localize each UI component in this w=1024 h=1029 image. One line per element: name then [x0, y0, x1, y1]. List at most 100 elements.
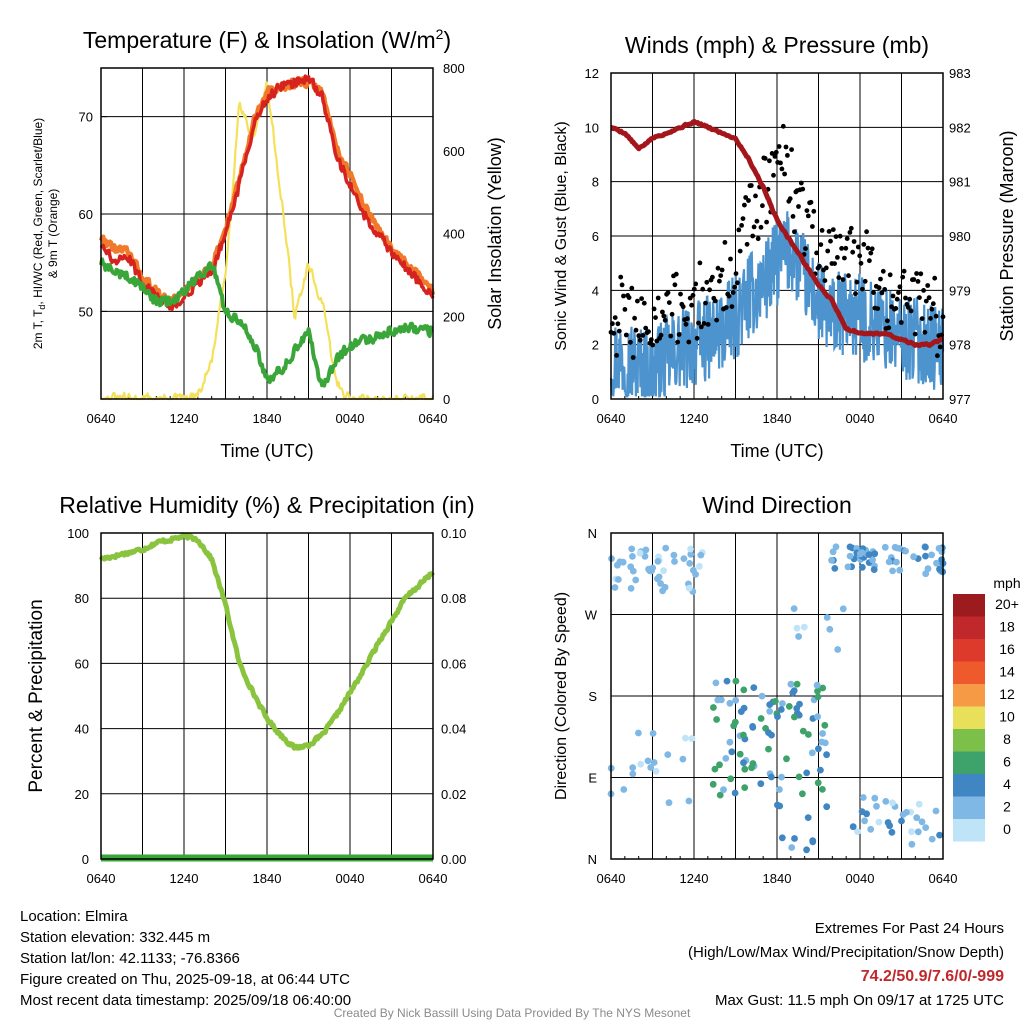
- gust-point: [661, 313, 667, 319]
- colorbar-swatch: [953, 684, 985, 707]
- direction-point: [611, 584, 619, 591]
- direction-point: [740, 731, 747, 739]
- gust-point: [908, 308, 914, 314]
- x-tick-label: 0040: [336, 871, 365, 886]
- gust-point: [621, 293, 626, 299]
- gust-point: [798, 180, 804, 186]
- direction-point: [799, 790, 806, 798]
- y-tick-label: 20: [75, 787, 89, 802]
- gust-point: [818, 242, 824, 248]
- direction-point: [716, 761, 723, 769]
- y2-tick-label: 400: [443, 227, 465, 242]
- direction-point: [664, 751, 672, 758]
- gust-point: [843, 245, 849, 251]
- direction-point: [928, 551, 935, 559]
- y-tick-label: 0: [82, 852, 89, 867]
- direction-point: [670, 551, 678, 559]
- direction-point: [680, 555, 688, 562]
- direction-point: [766, 701, 774, 708]
- gust-point: [703, 300, 708, 306]
- direction-point: [687, 550, 695, 558]
- colorbar-label: 20+: [995, 596, 1019, 612]
- direction-point: [935, 545, 943, 552]
- gust-point: [772, 154, 778, 159]
- gust-point: [710, 274, 715, 280]
- y-axis-label-right: Station Pressure (Maroon): [997, 130, 1017, 341]
- gust-point: [685, 316, 690, 322]
- y-tick-label: 2: [592, 338, 599, 353]
- gust-point: [696, 320, 701, 326]
- direction-point: [685, 797, 693, 805]
- direction-point: [814, 779, 822, 787]
- gust-point: [662, 317, 668, 323]
- gust-point: [823, 265, 829, 271]
- gust-point: [660, 309, 665, 315]
- gust-point: [641, 300, 647, 306]
- gust-point: [678, 291, 683, 297]
- direction-point: [686, 560, 694, 567]
- gust-point: [712, 298, 718, 304]
- gust-point: [658, 332, 664, 338]
- direction-point: [659, 587, 666, 595]
- direction-point: [799, 727, 807, 735]
- direction-point: [720, 786, 727, 794]
- series-2m-t: [99, 74, 435, 312]
- gust-point: [779, 166, 785, 172]
- direction-point: [637, 760, 645, 768]
- gust-point: [828, 238, 833, 244]
- colorbar-swatch: [953, 594, 985, 617]
- gust-point: [882, 287, 888, 292]
- gust-point: [907, 296, 913, 302]
- y2-tick-label: 0.04: [441, 722, 466, 737]
- direction-point: [793, 624, 801, 632]
- gust-point: [869, 246, 875, 252]
- direction-point: [873, 802, 880, 810]
- gust-point: [846, 273, 851, 279]
- direction-point: [650, 759, 658, 766]
- gust-point: [698, 324, 704, 330]
- direction-point: [688, 735, 696, 742]
- direction-point: [819, 786, 826, 793]
- direction-point: [644, 757, 652, 765]
- gust-point: [894, 296, 900, 302]
- gust-point: [932, 275, 938, 281]
- y-tick-label: 100: [67, 526, 89, 541]
- gust-point: [857, 253, 863, 259]
- gust-point: [718, 273, 724, 278]
- direction-point: [765, 729, 772, 736]
- direction-point: [711, 765, 719, 773]
- gust-point: [826, 229, 832, 234]
- direction-point: [710, 704, 717, 711]
- x-tick-label: 0640: [87, 411, 116, 426]
- direction-point: [620, 786, 628, 793]
- direction-point: [867, 825, 875, 833]
- gust-point: [736, 227, 742, 233]
- y2-tick-label: 200: [443, 309, 465, 324]
- direction-point: [740, 704, 748, 712]
- direction-point: [768, 773, 775, 781]
- x-tick-label: 0640: [929, 411, 958, 426]
- panel-title: Wind Direction: [702, 492, 852, 518]
- y2-tick-label: 981: [949, 175, 971, 190]
- gust-point: [636, 333, 642, 339]
- direction-point: [714, 696, 722, 704]
- x-tick-label: 0640: [929, 871, 958, 886]
- y-tick-label: N: [588, 526, 597, 541]
- gust-point: [811, 208, 817, 214]
- gust-point: [615, 321, 621, 327]
- gust-point: [760, 203, 765, 209]
- gust-point: [735, 280, 740, 286]
- gust-point: [840, 277, 846, 282]
- gust-point: [853, 291, 858, 297]
- gust-point: [880, 268, 886, 274]
- direction-point: [727, 775, 735, 783]
- gust-point: [810, 224, 815, 229]
- gust-point: [689, 302, 694, 308]
- gust-point: [855, 244, 861, 250]
- direction-point: [795, 633, 802, 640]
- gust-point: [683, 321, 689, 327]
- gust-point: [835, 255, 840, 260]
- direction-point: [732, 696, 740, 704]
- gust-point: [633, 327, 639, 333]
- y2-tick-label: 977: [949, 392, 971, 407]
